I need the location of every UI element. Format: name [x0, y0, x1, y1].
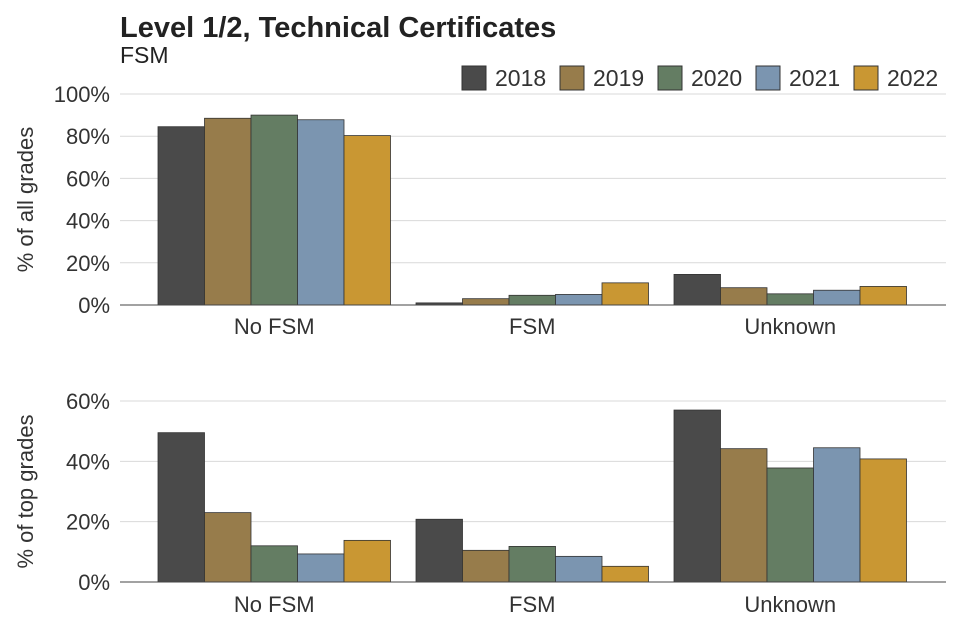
chart-title: Level 1/2, Technical Certificates — [120, 12, 557, 44]
bar-2022-fsm — [601, 282, 649, 306]
legend-swatch-2019 — [559, 65, 585, 91]
bar-2022-unknown — [859, 286, 907, 306]
bar-2022-unknown — [859, 458, 907, 583]
legend-swatch-2021 — [755, 65, 781, 91]
chart-subtitle: FSM — [120, 42, 169, 68]
bar-2019-unknown — [720, 287, 768, 306]
y-tick-label: 100% — [54, 82, 110, 107]
bar-2020-unknown — [766, 467, 814, 583]
bar-2021-no-fsm — [297, 119, 345, 306]
bar-2019-fsm — [462, 549, 510, 583]
legend-label-2022: 2022 — [887, 65, 938, 91]
y-tick-label: 20% — [66, 510, 110, 535]
bar-2020-fsm — [508, 546, 556, 583]
x-tick-label: No FSM — [234, 592, 315, 617]
bar-2018-fsm — [415, 518, 463, 583]
y-tick-label: 40% — [66, 209, 110, 234]
legend-swatch-2020 — [657, 65, 683, 91]
bar-2020-unknown — [766, 293, 814, 306]
y-axis-label: % of top grades — [13, 414, 38, 568]
bar-2018-unknown — [673, 274, 721, 306]
bar-2020-no-fsm — [250, 114, 298, 306]
legend-swatch-2018 — [461, 65, 487, 91]
bar-2019-fsm — [462, 298, 510, 306]
y-axis-label: % of all grades — [13, 127, 38, 273]
bar-2022-no-fsm — [343, 539, 391, 583]
legend-label-2021: 2021 — [789, 65, 840, 91]
bar-2021-fsm — [555, 294, 603, 306]
bar-2018-no-fsm — [157, 126, 205, 306]
bar-2021-unknown — [813, 447, 861, 583]
bar-2021-unknown — [813, 289, 861, 306]
bar-2019-no-fsm — [204, 512, 252, 583]
x-tick-label: Unknown — [744, 314, 836, 339]
legend-label-2019: 2019 — [593, 65, 644, 91]
legend-label-2020: 2020 — [691, 65, 742, 91]
x-tick-label: No FSM — [234, 314, 315, 339]
x-tick-label: FSM — [509, 314, 555, 339]
bar-2022-fsm — [601, 565, 649, 583]
bar-2022-no-fsm — [343, 135, 391, 306]
y-tick-label: 80% — [66, 124, 110, 149]
bar-2019-unknown — [720, 448, 768, 583]
bar-2019-no-fsm — [204, 117, 252, 306]
legend-label-2018: 2018 — [495, 65, 546, 91]
bar-2018-no-fsm — [157, 432, 205, 583]
y-tick-label: 0% — [78, 293, 110, 318]
bar-2018-unknown — [673, 409, 721, 583]
y-tick-label: 20% — [66, 251, 110, 276]
x-tick-label: FSM — [509, 592, 555, 617]
bar-2021-no-fsm — [297, 553, 345, 583]
y-tick-label: 0% — [78, 570, 110, 595]
legend-swatch-2022 — [853, 65, 879, 91]
bar-2020-fsm — [508, 294, 556, 306]
bar-2020-no-fsm — [250, 545, 298, 583]
bar-2021-fsm — [555, 555, 603, 583]
y-tick-label: 60% — [66, 166, 110, 191]
y-tick-label: 60% — [66, 389, 110, 414]
x-tick-label: Unknown — [744, 592, 836, 617]
y-tick-label: 40% — [66, 449, 110, 474]
